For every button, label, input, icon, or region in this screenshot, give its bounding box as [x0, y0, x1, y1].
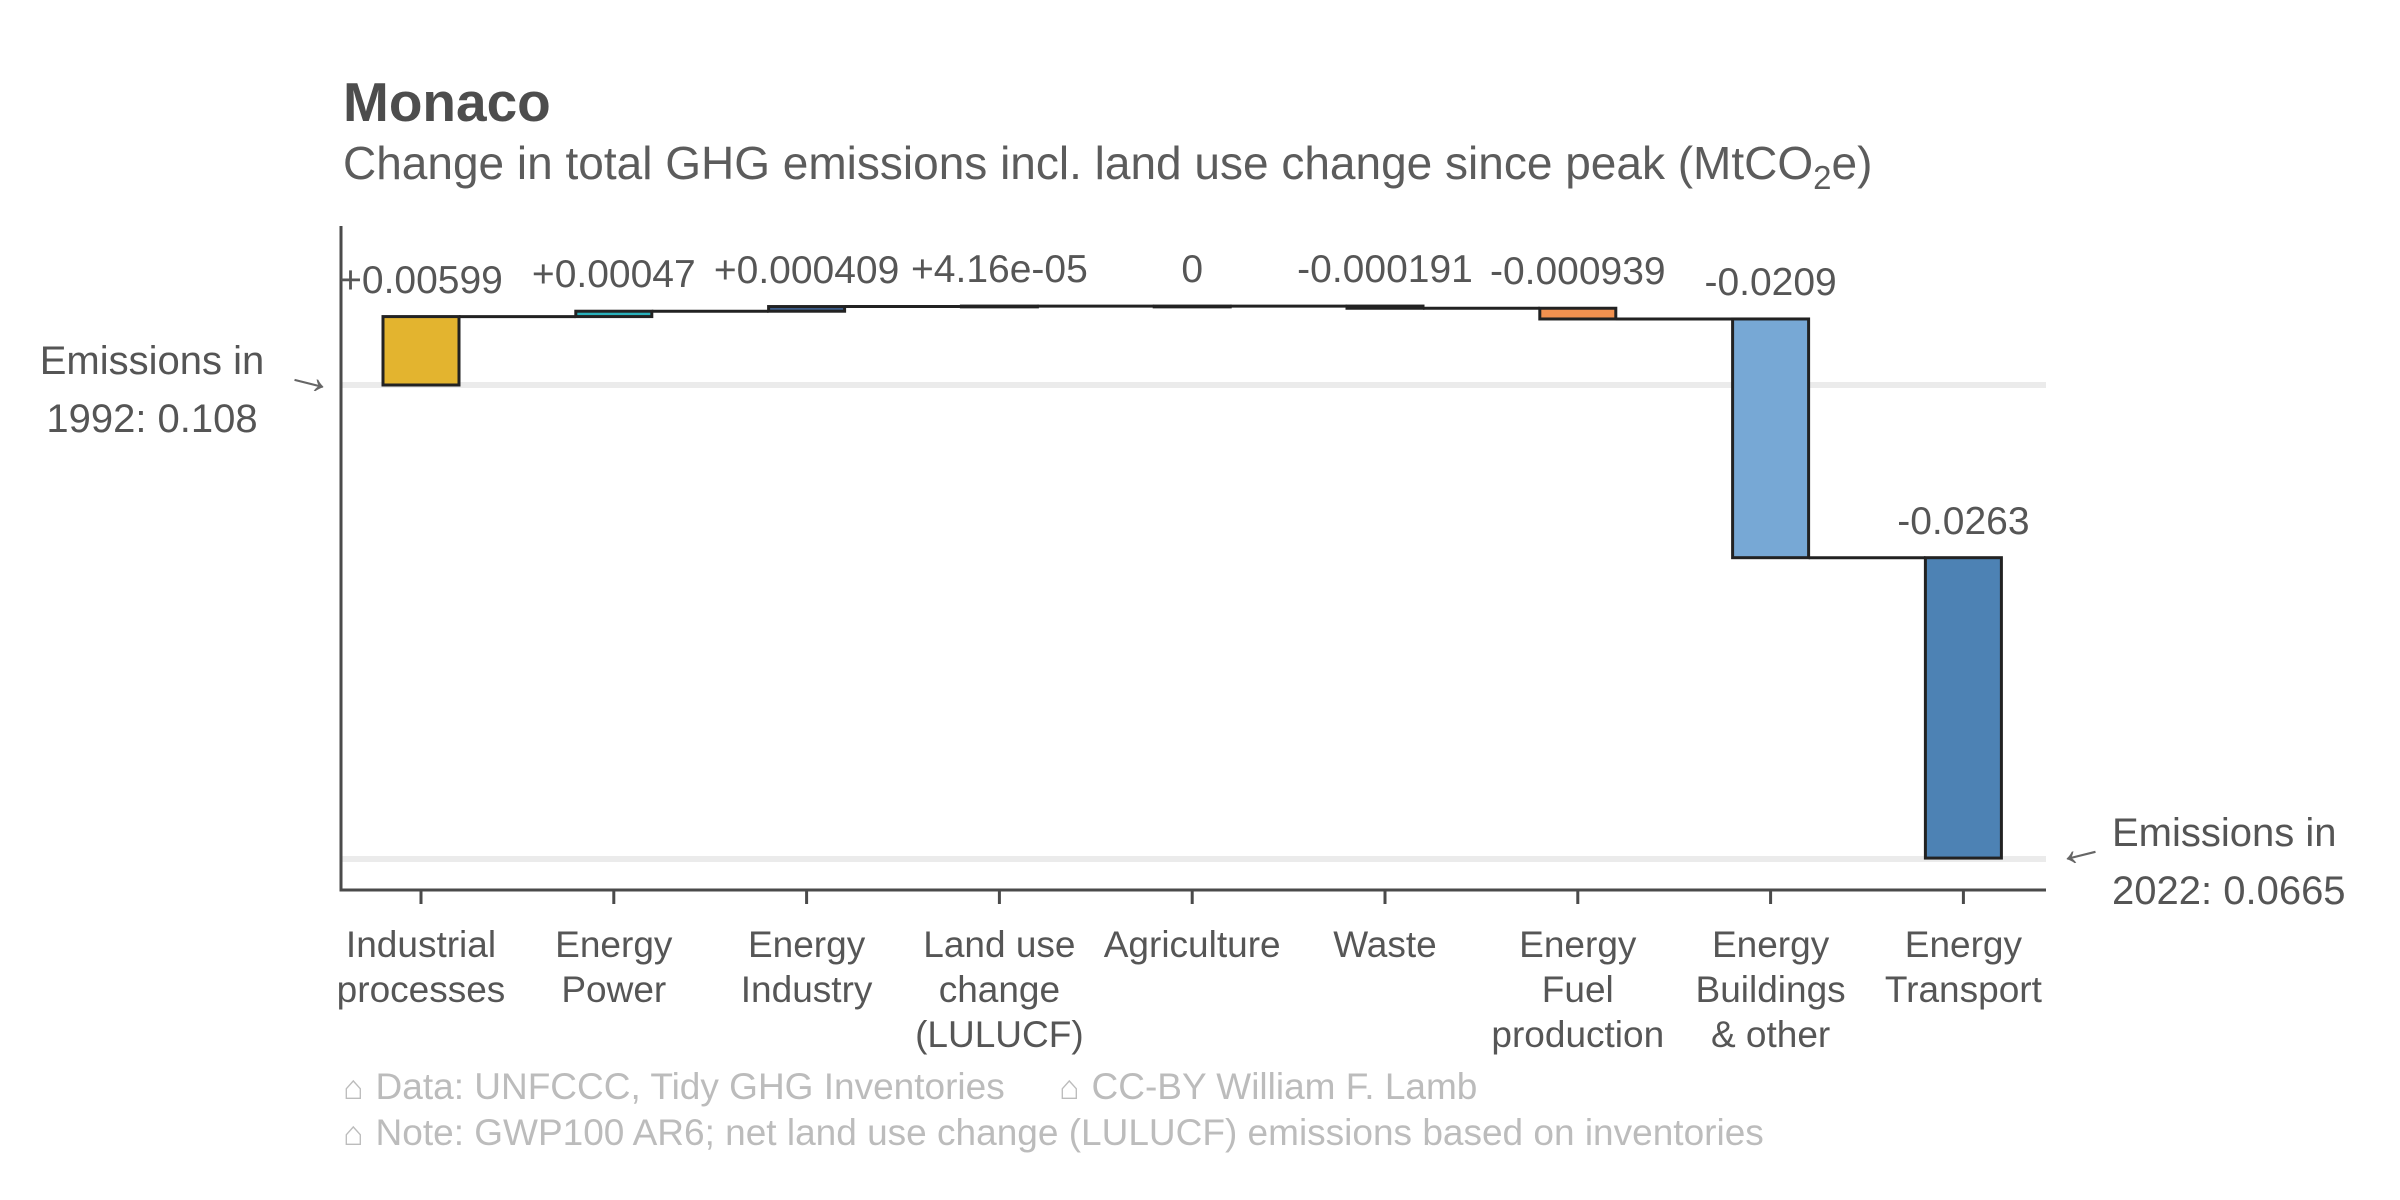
footer-note: ⌂ Note: GWP100 AR6; net land use change (…	[343, 1112, 1764, 1154]
page-subtitle: Change in total GHG emissions incl. land…	[343, 136, 1872, 197]
x-axis-label-energy-transport: Energy Transport	[1884, 924, 2042, 1010]
bar-value-label-energy-transport: -0.0263	[1897, 499, 2030, 543]
footer-note-text: Note: GWP100 AR6; net land use change (L…	[375, 1112, 1764, 1153]
bar-value-label-energy-industry: +0.000409	[713, 248, 900, 292]
bar-value-label-agriculture: 0	[1181, 248, 1204, 292]
footer-data-source: ⌂ Data: UNFCCC, Tidy GHG Inventories	[343, 1066, 1005, 1108]
end-annotation-line2: 2022: 0.0665	[2112, 869, 2346, 913]
x-axis-label-energy-buildings-other: Energy Buildings & other	[1695, 924, 1846, 1055]
house-icon: ⌂	[343, 1069, 364, 1107]
x-axis-label-waste: Waste	[1333, 924, 1437, 965]
house-icon: ⌂	[343, 1115, 364, 1153]
bar-energy-fuel-production	[1538, 306, 1618, 321]
x-axis-label-energy-fuel-production: Energy Fuel production	[1491, 924, 1665, 1055]
x-axis-label-agriculture: Agriculture	[1103, 924, 1281, 965]
end-level-annotation: Emissions in 2022: 0.0665	[2112, 804, 2346, 920]
subtitle-suffix: e)	[1831, 137, 1873, 189]
bar-value-label-energy-fuel-production: -0.000939	[1489, 250, 1666, 294]
bar-value-label-energy-power: +0.00047	[531, 253, 696, 297]
bar-energy-buildings-other	[1731, 317, 1811, 560]
x-axis-label-energy-power: Energy Power	[555, 924, 673, 1010]
bar-value-label-land-use-change-lulucf: +4.16e-05	[911, 248, 1088, 292]
bar-industrial-processes	[381, 315, 461, 387]
x-axis-label-land-use-change-lulucf: Land use change (LULUCF)	[915, 924, 1084, 1055]
footer-notes: ⌂ Data: UNFCCC, Tidy GHG Inventories ⌂ CC-…	[343, 1066, 1764, 1158]
house-icon: ⌂	[1059, 1069, 1080, 1107]
x-axis-label-energy-industry: Energy Industry	[740, 924, 873, 1010]
bar-value-label-waste: -0.000191	[1297, 248, 1473, 292]
footer-data-source-text: Data: UNFCCC, Tidy GHG Inventories	[375, 1066, 1005, 1107]
bar-value-label-energy-buildings-other: -0.0209	[1704, 260, 1837, 304]
bar-value-label-industrial-processes: +0.00599	[339, 258, 503, 302]
page-title: Monaco	[343, 71, 551, 133]
subtitle-prefix: Change in total GHG emissions incl. land…	[343, 137, 1814, 189]
start-annotation-line2: 1992: 0.108	[46, 397, 258, 441]
bar-energy-transport	[1923, 556, 2003, 860]
bar-energy-power	[574, 309, 654, 319]
end-annotation-line1: Emissions in	[2112, 811, 2337, 855]
start-level-annotation: Emissions in 1992: 0.108	[14, 332, 290, 448]
bar-energy-industry	[767, 305, 847, 313]
subtitle-subscript: 2	[1813, 159, 1832, 197]
bar-land-use-change-lulucf	[959, 304, 1039, 309]
start-annotation-line1: Emissions in	[39, 339, 265, 383]
bar-agriculture	[1152, 304, 1232, 309]
bar-waste	[1345, 304, 1425, 310]
x-axis-label-industrial-processes: Industrial processes	[336, 924, 506, 1010]
footer-license-text: CC-BY William F. Lamb	[1091, 1066, 1478, 1107]
footer-line-1: ⌂ Data: UNFCCC, Tidy GHG Inventories ⌂ CC-…	[343, 1066, 1764, 1112]
footer-line-2: ⌂ Note: GWP100 AR6; net land use change (…	[343, 1112, 1764, 1158]
footer-license: ⌂ CC-BY William F. Lamb	[1059, 1066, 1477, 1108]
